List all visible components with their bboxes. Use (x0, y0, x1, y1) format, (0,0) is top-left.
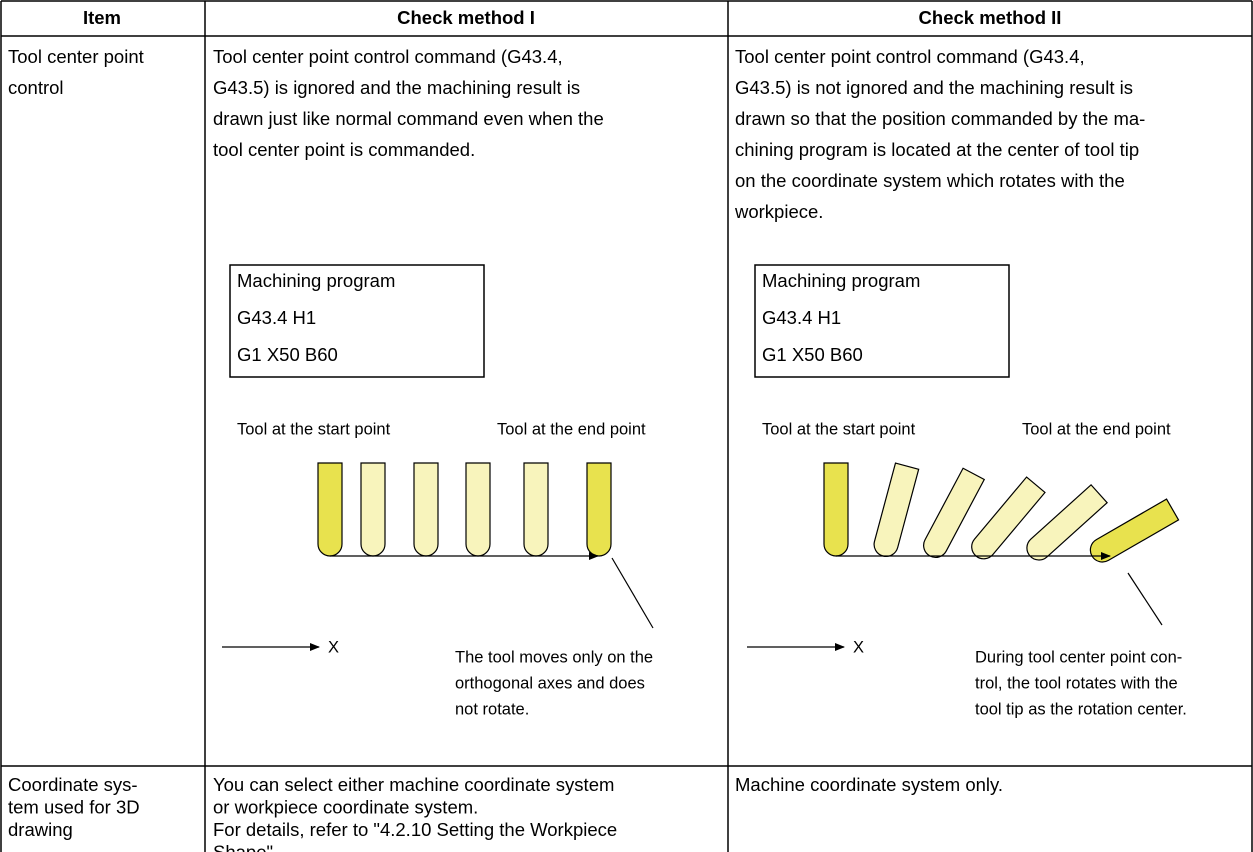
program-line: Machining program (237, 270, 395, 291)
tool (1026, 484, 1108, 561)
cell-text: Coordinate sys- (8, 774, 138, 795)
cell-text: Machine coordinate system only. (735, 774, 1003, 795)
cell-text: on the coordinate system which rotates w… (735, 170, 1125, 191)
cell-text: Tool center point control command (G43.4… (735, 46, 1085, 67)
cell-text: tem used for 3D (8, 796, 140, 817)
note-line: not rotate. (455, 700, 529, 718)
program-box (754, 264, 1010, 378)
cell-text: drawn so that the position commanded by … (735, 108, 1145, 129)
program-box (229, 264, 485, 378)
cell-text: drawn just like normal command even when… (213, 108, 604, 129)
cell-text: For details, refer to "4.2.10 Setting th… (213, 819, 617, 840)
tool (465, 462, 491, 557)
tool (823, 462, 849, 557)
cell-text: workpiece. (734, 201, 823, 222)
cell-text: G43.5) is not ignored and the machining … (735, 77, 1133, 98)
cell-text: chining program is located at the center… (735, 139, 1139, 160)
diagram (747, 264, 1180, 651)
cell-text: drawing (8, 819, 73, 840)
cell-text: Tool center point control command (G43.4… (213, 46, 563, 67)
program-line: G1 X50 B60 (762, 344, 863, 365)
header-cell: Check method II (919, 7, 1062, 28)
cell-text: G43.5) is ignored and the machining resu… (213, 77, 580, 98)
note-line: trol, the tool rotates with the (975, 674, 1178, 692)
tool (523, 462, 549, 557)
note-line: orthogonal axes and does (455, 674, 645, 692)
tool (360, 462, 386, 557)
tool (317, 462, 343, 557)
note-line: During tool center point con- (975, 648, 1182, 666)
diagram (222, 264, 654, 651)
header-cell: Check method I (397, 7, 535, 28)
end-label: Tool at the end point (1022, 420, 1171, 438)
tool (586, 462, 612, 557)
cell-text: Tool center point (8, 46, 144, 67)
tool (971, 476, 1046, 560)
program-line: G43.4 H1 (237, 307, 316, 328)
tool (1089, 498, 1180, 563)
end-label: Tool at the end point (497, 420, 646, 438)
cell-text: Shape". (213, 841, 278, 852)
tool (873, 462, 920, 557)
axis-label: X (853, 638, 864, 656)
program-line: G1 X50 B60 (237, 344, 338, 365)
cell-text: tool center point is commanded. (213, 139, 475, 160)
cell-text: control (8, 77, 64, 98)
cell-text: or workpiece coordinate system. (213, 796, 478, 817)
program-line: Machining program (762, 270, 920, 291)
start-label: Tool at the start point (762, 420, 916, 438)
leader-line (611, 557, 654, 629)
note-line: tool tip as the rotation center. (975, 700, 1187, 718)
program-line: G43.4 H1 (762, 307, 841, 328)
tool (413, 462, 439, 557)
cell-text: You can select either machine coordinate… (213, 774, 614, 795)
start-label: Tool at the start point (237, 420, 391, 438)
note-line: The tool moves only on the (455, 648, 653, 666)
header-cell: Item (83, 7, 121, 28)
axis-label: X (328, 638, 339, 656)
leader-line (1127, 572, 1163, 626)
